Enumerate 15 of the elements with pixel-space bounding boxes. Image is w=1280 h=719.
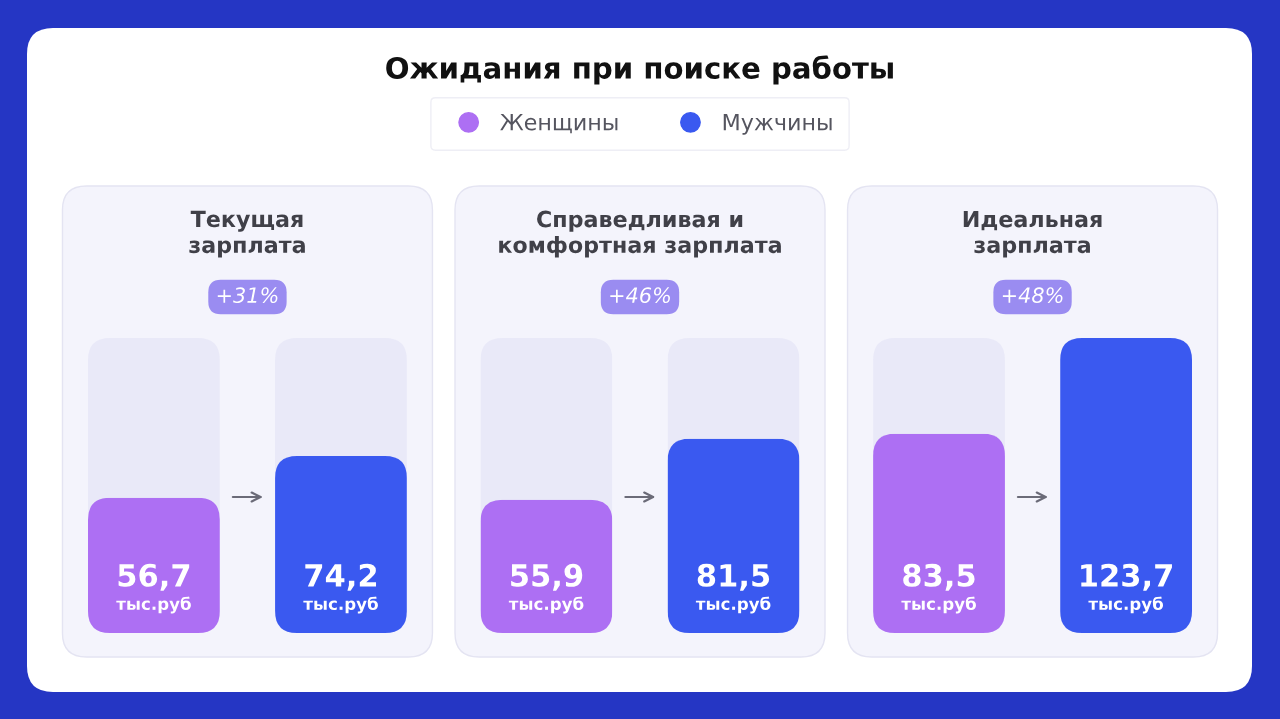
data-label: 74,2 тыс.руб bbox=[303, 563, 378, 614]
data-label: 123,7 тыс.руб bbox=[1081, 563, 1172, 614]
x-tick-label: Идеальная зарплата bbox=[963, 210, 1102, 258]
x-tick-label: Текущая зарплата bbox=[189, 210, 305, 258]
legend-label: Женщины bbox=[500, 113, 618, 134]
data-label: 56,7 тыс.руб bbox=[116, 563, 191, 614]
text: +31% bbox=[217, 287, 278, 304]
data-label: 81,5 тыс.руб bbox=[695, 563, 771, 614]
text: +48% bbox=[1002, 287, 1063, 304]
x-tick-label: Справедливая и комфортная зарплата bbox=[499, 210, 781, 258]
text: +46% bbox=[610, 287, 670, 304]
data-label: 83,5 тыс.руб bbox=[901, 563, 976, 614]
legend-label: Мужчины bbox=[723, 113, 832, 135]
data-label: 55,9 тыс.руб bbox=[508, 563, 584, 614]
chart-title: Ожидания при поиске работы bbox=[386, 55, 893, 85]
